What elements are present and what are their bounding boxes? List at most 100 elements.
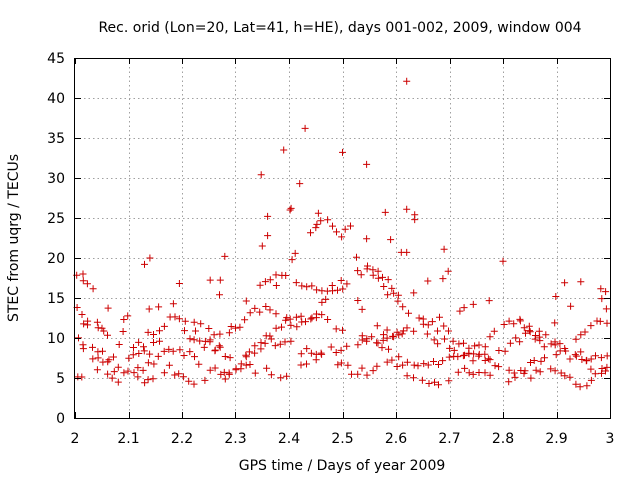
data-point xyxy=(246,309,254,317)
data-point xyxy=(557,369,565,377)
data-point xyxy=(572,380,580,388)
data-point xyxy=(287,321,295,329)
data-point xyxy=(527,359,534,366)
data-point xyxy=(190,380,198,388)
data-point xyxy=(262,303,270,310)
data-point xyxy=(540,343,548,351)
data-point xyxy=(280,146,288,154)
data-point xyxy=(200,343,208,351)
data-point xyxy=(266,276,274,284)
data-point xyxy=(134,364,142,372)
data-point xyxy=(465,369,473,377)
data-point xyxy=(94,348,102,356)
data-point xyxy=(561,345,569,352)
x-axis-label: GPS time / Days of year 2009 xyxy=(239,458,446,474)
data-point xyxy=(125,354,133,362)
data-point xyxy=(93,366,101,374)
data-point xyxy=(491,362,499,370)
data-point xyxy=(324,216,332,224)
data-point xyxy=(363,235,371,243)
data-point xyxy=(104,331,111,339)
y-tick-label: 5 xyxy=(56,371,65,387)
data-point xyxy=(119,328,127,335)
data-point xyxy=(596,317,604,325)
data-point xyxy=(516,338,524,346)
data-point xyxy=(399,327,407,335)
data-point xyxy=(257,171,265,179)
data-point xyxy=(465,344,473,352)
plot-frame xyxy=(74,58,611,419)
data-point xyxy=(394,297,402,305)
data-point xyxy=(288,256,296,264)
data-point xyxy=(469,370,477,378)
data-point xyxy=(434,327,441,335)
data-point xyxy=(440,245,448,253)
data-point xyxy=(399,361,407,369)
data-point xyxy=(169,347,177,355)
data-point xyxy=(179,373,187,381)
data-point xyxy=(363,371,371,379)
data-point xyxy=(190,336,198,344)
data-point xyxy=(114,363,122,371)
data-point xyxy=(93,318,101,326)
data-point xyxy=(602,367,609,375)
data-point xyxy=(444,267,452,275)
data-point xyxy=(379,273,386,281)
data-point xyxy=(313,310,320,318)
data-point xyxy=(165,345,173,353)
x-tick-label: 2.6 xyxy=(385,431,407,447)
data-point xyxy=(293,323,301,331)
data-point xyxy=(225,329,233,337)
data-point xyxy=(312,224,320,232)
data-point xyxy=(597,285,605,293)
data-point xyxy=(383,334,391,342)
data-point xyxy=(206,338,214,346)
data-point xyxy=(317,349,325,357)
data-point xyxy=(583,382,591,390)
data-point xyxy=(165,361,173,369)
data-point xyxy=(358,336,366,344)
data-point xyxy=(403,205,411,213)
data-point xyxy=(572,335,580,343)
data-point xyxy=(251,349,259,357)
data-point xyxy=(587,365,595,373)
data-point xyxy=(471,342,479,350)
data-point xyxy=(307,349,315,357)
data-point xyxy=(256,308,264,316)
y-tick-labels: 0 5 10 15 20 25 30 35 40 45 xyxy=(47,51,65,427)
data-point xyxy=(587,376,595,384)
data-point xyxy=(424,277,432,285)
data-point xyxy=(191,353,198,361)
data-point xyxy=(460,304,468,312)
data-point xyxy=(343,280,351,288)
data-point xyxy=(486,371,494,379)
data-point xyxy=(225,369,233,377)
data-point xyxy=(124,312,132,320)
data-point xyxy=(363,160,371,168)
data-point xyxy=(403,358,411,366)
data-point xyxy=(211,364,219,372)
data-point xyxy=(337,277,345,284)
data-point xyxy=(78,373,86,381)
data-point xyxy=(411,216,419,224)
data-point xyxy=(532,366,540,374)
data-point xyxy=(139,366,147,374)
data-point xyxy=(80,320,88,328)
data-point xyxy=(292,313,300,321)
data-point xyxy=(317,217,325,225)
data-point xyxy=(511,373,519,381)
data-point xyxy=(79,277,87,285)
data-point xyxy=(358,305,366,313)
x-tick-label: 2 xyxy=(71,431,80,447)
data-point xyxy=(486,333,494,341)
data-point xyxy=(460,339,467,347)
data-point xyxy=(155,303,163,311)
data-point xyxy=(318,311,326,319)
data-point xyxy=(450,346,458,354)
data-point xyxy=(171,313,179,321)
data-point xyxy=(439,357,447,365)
data-point xyxy=(505,317,513,325)
data-point xyxy=(272,324,280,332)
data-point xyxy=(363,335,371,343)
data-point xyxy=(266,306,274,314)
